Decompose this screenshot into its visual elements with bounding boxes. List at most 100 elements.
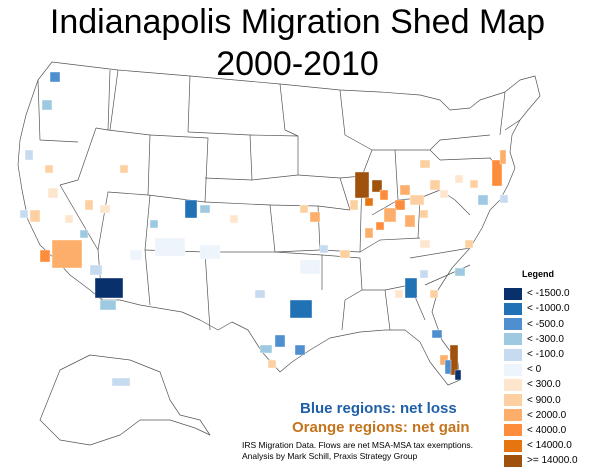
legend-label: < -1000.0 <box>527 303 570 315</box>
legend-label: < -100.0 <box>527 349 564 360</box>
legend-label: < 4000.0 <box>527 424 567 436</box>
legend-item: < -300.0 <box>504 333 594 347</box>
msa-region <box>409 194 425 206</box>
msa-region <box>379 189 389 201</box>
legend-label: < 0 <box>527 364 542 376</box>
source-line1: IRS Migration Data. Flows are net MSA-MS… <box>242 440 474 450</box>
net-gain-note: Orange regions: net gain <box>292 419 470 436</box>
msa-region <box>464 239 474 249</box>
msa-region <box>375 221 385 231</box>
legend-label: < 2000.0 <box>527 409 567 421</box>
msa-region <box>19 209 29 219</box>
legend-swatch <box>504 302 522 315</box>
msa-region <box>419 159 431 169</box>
msa-region <box>404 277 418 299</box>
msa-region <box>319 244 329 254</box>
source-note: IRS Migration Data. Flows are net MSA-MS… <box>242 440 473 462</box>
legend-swatch <box>504 363 522 376</box>
msa-region <box>154 237 186 257</box>
legend-label: < -300.0 <box>527 333 564 345</box>
legend-swatch <box>504 454 522 467</box>
msa-region <box>419 269 429 279</box>
msa-region <box>274 334 286 348</box>
legend-swatch <box>504 394 522 407</box>
msa-region <box>477 194 489 206</box>
legend-label: < 14000.0 <box>527 440 572 452</box>
legend-swatch <box>504 424 522 437</box>
source-line2: Analysis by Mark Schill, Praxis Strategy… <box>242 451 418 461</box>
legend-swatch <box>504 333 522 346</box>
msa-region <box>499 149 507 165</box>
msa-region <box>419 239 431 249</box>
msa-region <box>64 214 74 224</box>
msa-region <box>294 344 306 356</box>
legend: < -1500.0 < -1000.0 < -500.0 < -300.0 < -100… <box>504 287 594 469</box>
msa-region <box>24 149 34 161</box>
msa-region <box>364 197 374 207</box>
msa-region <box>454 267 466 277</box>
alaska-outline <box>39 354 211 446</box>
legend-label: >= 14000.0 <box>527 455 578 467</box>
msa-region <box>431 329 443 339</box>
msa-region <box>89 264 103 276</box>
msa-region <box>444 359 452 375</box>
legend-item: < -100.0 <box>504 348 594 362</box>
msa-region <box>44 164 54 174</box>
msa-region <box>491 159 503 187</box>
msa-region <box>289 299 313 319</box>
net-loss-note: Blue regions: net loss <box>300 400 457 417</box>
msa-region <box>267 359 277 369</box>
msa-region <box>439 189 449 199</box>
legend-item: < 2000.0 <box>504 409 594 423</box>
msa-region <box>339 249 351 259</box>
msa-region <box>394 289 404 299</box>
msa-region <box>39 249 51 263</box>
map-regions-layer <box>19 71 509 387</box>
msa-region <box>94 277 124 299</box>
msa-region <box>429 289 439 299</box>
legend-item: < 900.0 <box>504 393 594 407</box>
msa-region <box>229 214 239 224</box>
msa-region <box>199 204 211 214</box>
msa-region <box>111 377 131 387</box>
msa-region <box>119 164 129 174</box>
msa-region <box>41 99 53 111</box>
msa-region <box>454 369 462 381</box>
map-states-layer <box>17 61 541 446</box>
msa-region <box>394 199 406 211</box>
msa-region <box>149 219 159 229</box>
legend-swatch <box>504 409 522 422</box>
msa-region <box>29 209 41 223</box>
msa-region <box>84 199 94 211</box>
msa-region <box>404 214 416 228</box>
msa-region <box>49 71 61 83</box>
msa-region <box>99 299 117 311</box>
msa-region <box>51 239 83 269</box>
legend-item: < 4000.0 <box>504 424 594 438</box>
legend-label: < -1500.0 <box>527 288 570 300</box>
msa-region <box>299 259 321 275</box>
msa-region <box>419 209 429 219</box>
msa-region <box>364 227 374 239</box>
legend-swatch <box>504 348 522 361</box>
legend-item: < -1500.0 <box>504 287 594 301</box>
legend-label: < 300.0 <box>527 379 561 391</box>
legend-swatch <box>504 378 522 391</box>
legend-item: < 0 <box>504 363 594 377</box>
msa-region <box>99 204 111 214</box>
msa-region <box>259 344 273 354</box>
msa-region <box>299 204 309 214</box>
legend-item: < 300.0 <box>504 378 594 392</box>
msa-region <box>499 194 509 204</box>
legend-swatch <box>504 439 522 452</box>
msa-region <box>399 184 411 196</box>
legend-label: < -500.0 <box>527 318 564 330</box>
map-title-line1: Indianapolis Migration Shed Map <box>49 3 546 41</box>
msa-region <box>454 174 464 184</box>
msa-region <box>254 289 266 299</box>
msa-region <box>383 207 397 223</box>
legend-item: >= 14000.0 <box>504 454 594 468</box>
msa-region <box>79 229 89 239</box>
msa-region <box>309 211 321 223</box>
